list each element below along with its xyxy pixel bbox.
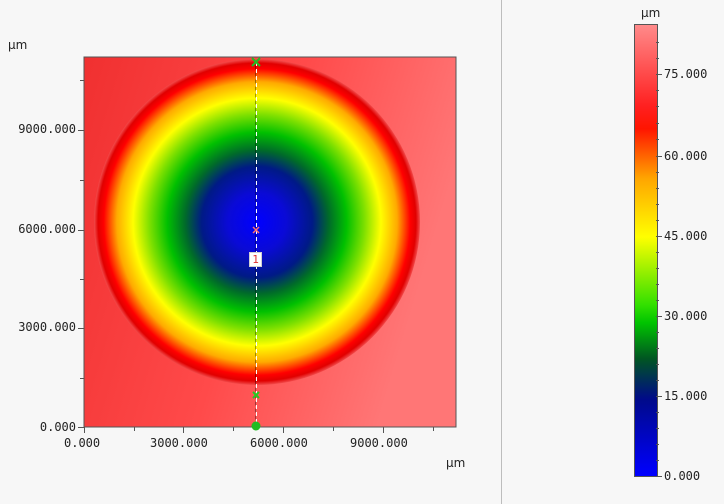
height-map[interactable] bbox=[40, 40, 470, 440]
profile-marker-label[interactable]: 1 bbox=[249, 252, 262, 267]
colorbar bbox=[634, 24, 658, 477]
y-tick-label: 0.000 bbox=[39, 420, 76, 434]
x-tick-label: 0.000 bbox=[64, 436, 101, 450]
colorbar-tick-label: 45.000 bbox=[664, 229, 708, 243]
y-axis-unit: µm bbox=[8, 38, 28, 52]
colorbar-tick-label: 30.000 bbox=[664, 309, 708, 323]
panel-divider bbox=[501, 0, 502, 504]
x-tick-label: 3000.000 bbox=[150, 436, 208, 450]
height-dome bbox=[94, 59, 420, 385]
x-axis-unit: µm bbox=[446, 456, 466, 470]
colorbar-tick-label: 60.000 bbox=[664, 149, 708, 163]
x-axis bbox=[84, 426, 456, 433]
profile-start-marker[interactable] bbox=[251, 57, 261, 67]
profile-end-marker[interactable] bbox=[251, 421, 261, 431]
profile-center-marker[interactable] bbox=[252, 226, 260, 234]
y-axis bbox=[78, 57, 85, 428]
colorbar-ticks bbox=[656, 42, 662, 477]
y-tick-label: 9000.000 bbox=[18, 122, 76, 136]
profile-lower-marker[interactable] bbox=[252, 391, 260, 399]
x-tick-label: 9000.000 bbox=[350, 436, 408, 450]
colorbar-tick-label: 75.000 bbox=[664, 67, 708, 81]
y-tick-label: 3000.000 bbox=[18, 320, 76, 334]
colorbar-tick-label: 15.000 bbox=[664, 389, 708, 403]
colorbar-tick-label: 0.000 bbox=[664, 469, 701, 483]
y-tick-label: 6000.000 bbox=[18, 222, 76, 236]
x-tick-label: 6000.000 bbox=[250, 436, 308, 450]
colorbar-unit: µm bbox=[641, 6, 661, 20]
